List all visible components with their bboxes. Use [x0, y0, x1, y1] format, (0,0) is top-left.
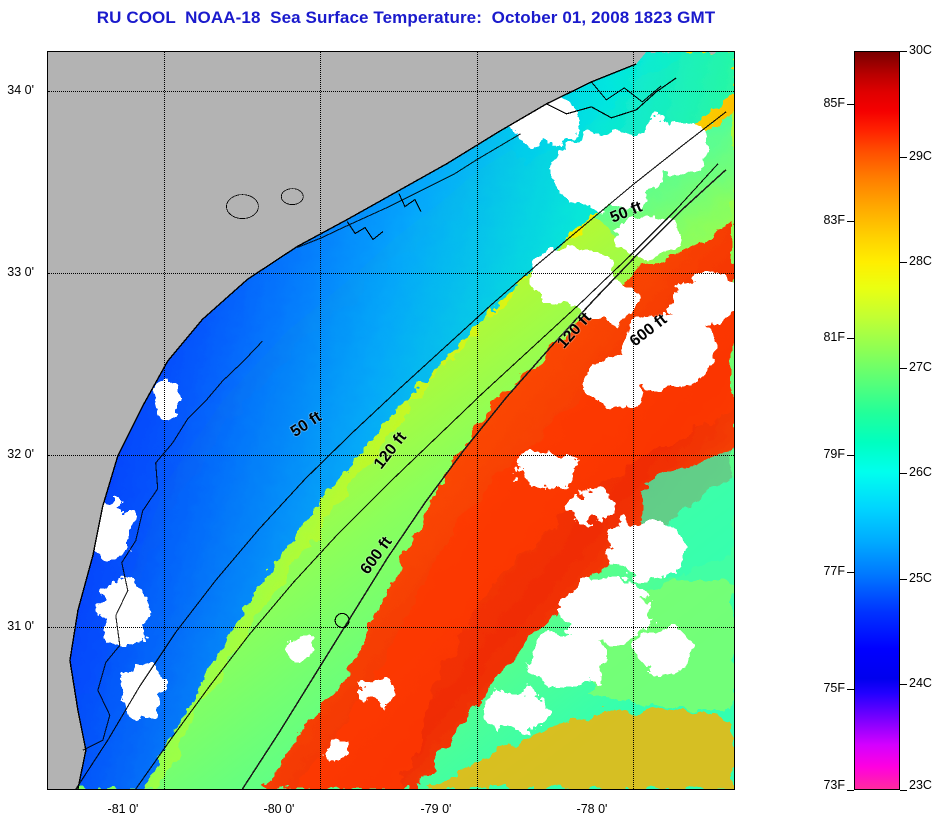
tick-lat-minor: [47, 364, 48, 365]
tick-lat-34: [47, 91, 48, 92]
cbar-tick-81f: [847, 338, 854, 339]
page-title: RU COOL NOAA-18 Sea Surface Temperature:…: [96, 8, 716, 27]
cbar-label-23c: 23C: [909, 778, 932, 792]
tick-lat-minor: [47, 584, 48, 585]
cbar-tick-75f: [847, 689, 854, 690]
lat-label-33: 33 0': [7, 265, 34, 279]
cbar-tick-26c: [900, 473, 907, 474]
tick-lat-minor: [47, 713, 48, 714]
lon-label--80: -80 0': [263, 802, 295, 816]
lon-label--81: -81 0': [107, 802, 139, 816]
cbar-tick-30c: [900, 51, 907, 52]
lat-label-32: 32 0': [7, 447, 34, 461]
cbar-label-25c: 25C: [909, 571, 932, 585]
cbar-label-73f: 73F: [823, 778, 845, 792]
cbar-label-79f: 79F: [823, 447, 845, 461]
lon-label--79: -79 0': [420, 802, 452, 816]
cbar-label-24c: 24C: [909, 676, 932, 690]
tick-lat-minor: [47, 228, 48, 229]
tick-lat-minor: [47, 410, 48, 411]
tick-lat-minor: [47, 319, 48, 320]
cbar-label-30c: 30C: [909, 43, 932, 57]
cbar-tick-83f: [847, 221, 854, 222]
cbar-label-85f: 85F: [823, 96, 845, 110]
cbar-label-77f: 77F: [823, 564, 845, 578]
cbar-label-81f: 81F: [823, 330, 845, 344]
cbar-label-28c: 28C: [909, 254, 932, 268]
cbar-tick-29c: [900, 157, 907, 158]
colorbar-gradient: [854, 51, 900, 790]
tick-lat-minor: [47, 498, 48, 499]
lat-label-31: 31 0': [7, 619, 34, 633]
cbar-tick-79f: [847, 455, 854, 456]
cbar-label-75f: 75F: [823, 681, 845, 695]
cbar-label-83f: 83F: [823, 213, 845, 227]
sst-map[interactable]: 50 ft 120 ft 600 ft 50 ft 120 ft 600 ft: [47, 51, 735, 790]
cbar-label-27c: 27C: [909, 360, 932, 374]
cbar-tick-27c: [900, 368, 907, 369]
tick-lat-minor: [47, 182, 48, 183]
tick-lat-minor: [47, 541, 48, 542]
cbar-tick-24c: [900, 684, 907, 685]
cbar-tick-23c: [900, 790, 907, 791]
tick-lat-31: [47, 627, 48, 628]
tick-lat-minor: [47, 756, 48, 757]
tick-lat-minor: [47, 670, 48, 671]
tick-lat-32: [47, 455, 48, 456]
cbar-tick-25c: [900, 579, 907, 580]
lon-label--78: -78 0': [576, 802, 608, 816]
cbar-tick-85f: [847, 104, 854, 105]
cbar-tick-28c: [900, 262, 907, 263]
tick-lat-33: [47, 273, 48, 274]
lat-label-34: 34 0': [7, 83, 34, 97]
sst-raster: [48, 52, 734, 789]
cbar-tick-77f: [847, 572, 854, 573]
tick-lat-minor: [47, 136, 48, 137]
temperature-colorbar[interactable]: 30C 29C 28C 27C 26C 25C 24C 23C 85F 83F …: [823, 43, 931, 792]
cbar-label-26c: 26C: [909, 465, 932, 479]
cbar-tick-73f: [847, 790, 854, 791]
cbar-label-29c: 29C: [909, 149, 932, 163]
